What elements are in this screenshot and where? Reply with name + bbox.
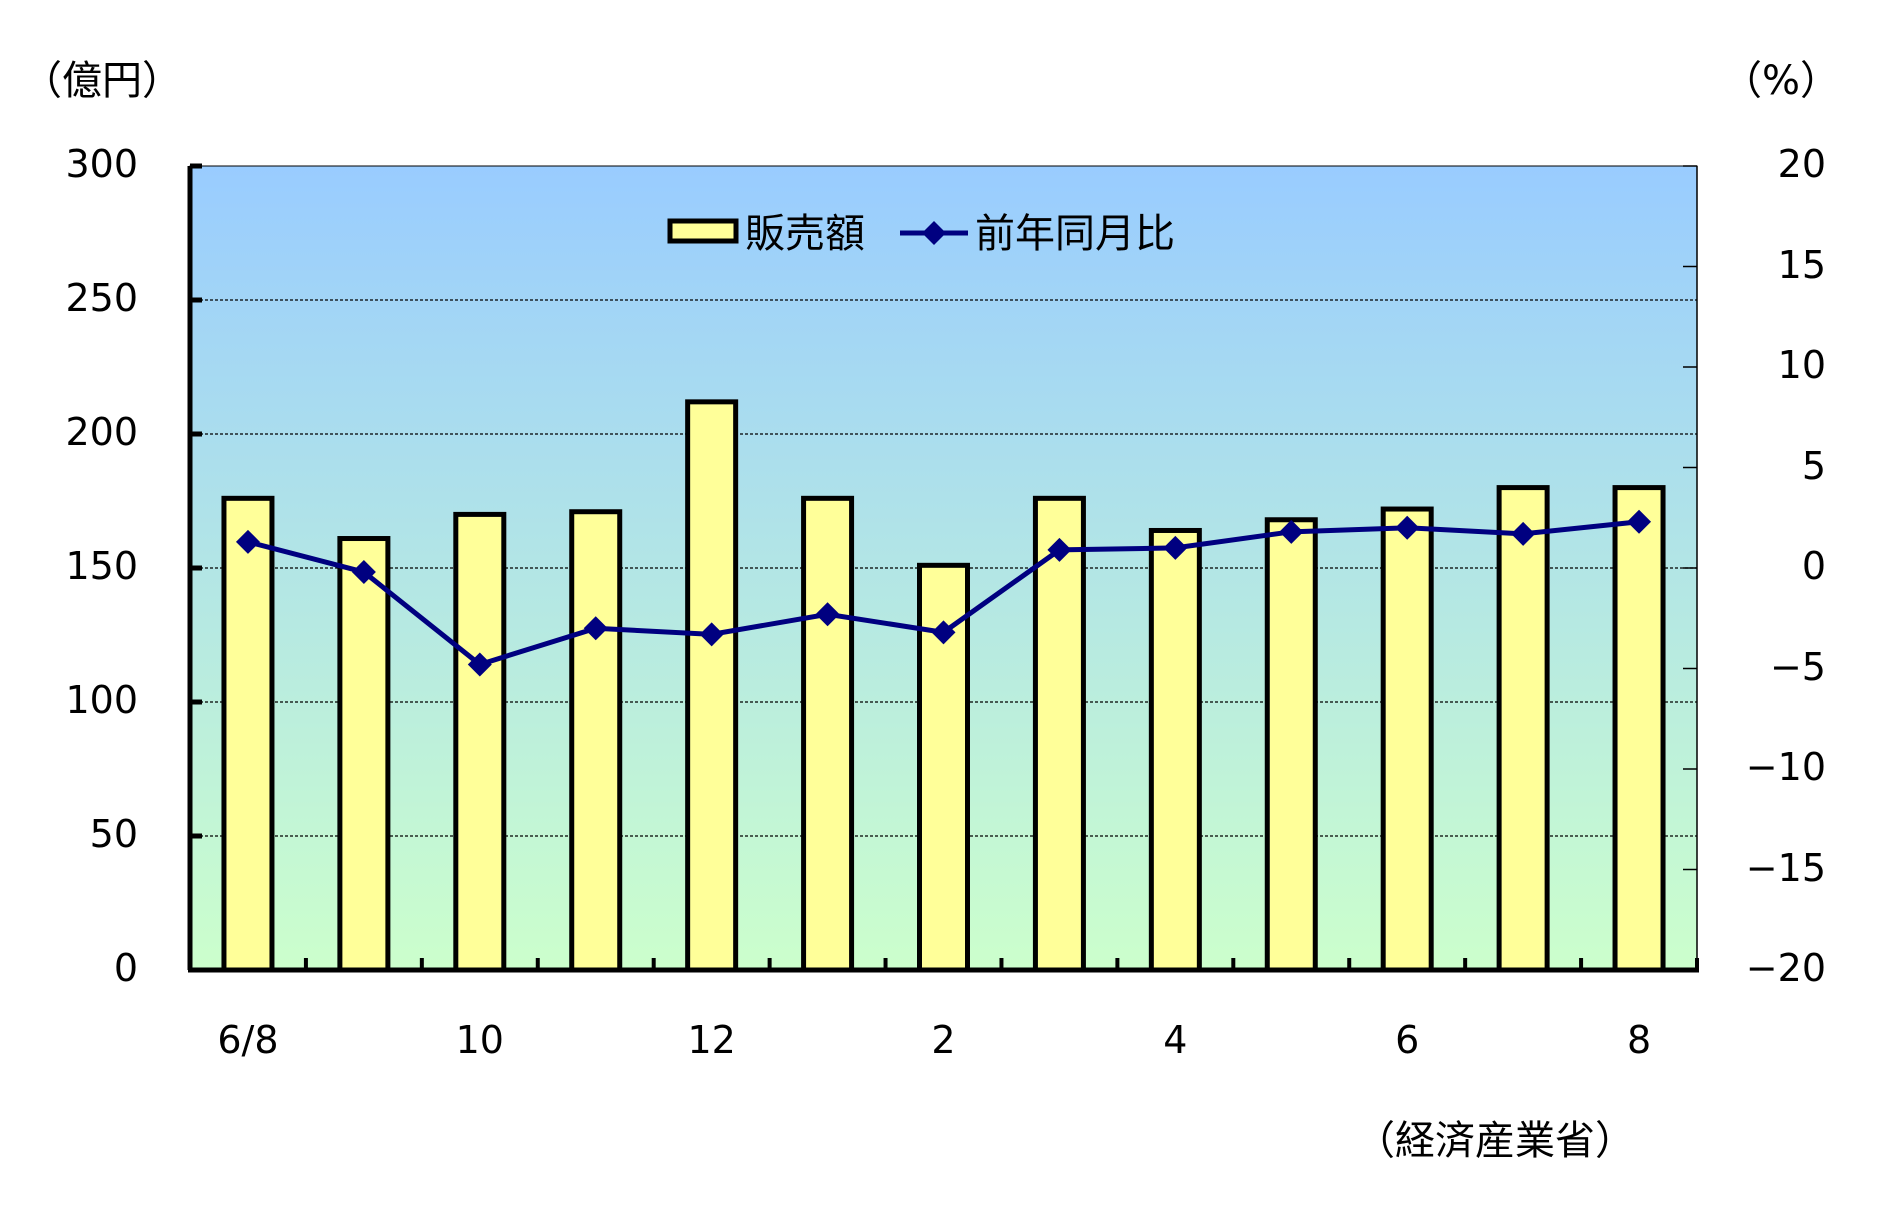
y-tick-label-right: −5 xyxy=(1769,644,1826,689)
y-tick-label-right: −15 xyxy=(1745,845,1826,890)
diamond-marker-icon xyxy=(1395,515,1420,540)
diamond-marker-icon xyxy=(583,616,608,641)
legend-label-yoy: 前年同月比 xyxy=(975,211,1175,257)
x-tick-label: 6/8 xyxy=(217,1018,279,1062)
y-tick-label-left: 150 xyxy=(65,544,138,588)
line-series xyxy=(235,509,1652,677)
x-tick-label: 6 xyxy=(1395,1018,1420,1062)
legend xyxy=(667,218,968,245)
y-tick-label-right: −10 xyxy=(1745,745,1826,789)
diamond-marker-icon xyxy=(1163,535,1188,560)
diamond-marker-icon xyxy=(1511,521,1536,546)
diamond-marker-icon xyxy=(467,652,492,677)
y-tick-label-right: −20 xyxy=(1745,946,1826,990)
diamond-marker-icon xyxy=(1047,537,1072,562)
y-tick-label-right: 15 xyxy=(1777,242,1826,287)
y-tick-label-right: 0 xyxy=(1801,544,1826,588)
source-note: （経済産業省） xyxy=(1355,1118,1635,1164)
bar xyxy=(1612,485,1666,973)
y-tick-label-left: 0 xyxy=(113,946,138,990)
left-axis-unit: （億円） xyxy=(22,58,182,104)
bar-series xyxy=(221,399,1666,973)
x-tick-label: 10 xyxy=(455,1018,504,1062)
x-tick-label: 4 xyxy=(1163,1018,1188,1062)
diamond-marker-icon xyxy=(931,620,956,645)
diamond-marker-icon xyxy=(351,560,376,585)
diamond-marker-icon xyxy=(1627,509,1652,534)
bar xyxy=(453,511,507,973)
x-tick-label: 2 xyxy=(931,1018,956,1062)
bar xyxy=(685,399,739,973)
diamond-marker-icon xyxy=(699,622,724,647)
y-tick-label-left: 200 xyxy=(65,410,138,454)
bar xyxy=(1496,485,1550,973)
bar xyxy=(1148,527,1202,973)
legend-bar-swatch-icon xyxy=(667,218,739,244)
x-tick-label: 8 xyxy=(1626,1018,1652,1062)
bar xyxy=(221,495,275,973)
axes xyxy=(187,163,1699,973)
bar xyxy=(917,562,970,973)
y-tick-label-right: 20 xyxy=(1777,142,1826,186)
bar xyxy=(337,536,391,973)
bar xyxy=(1032,495,1086,973)
right-axis-unit: （%） xyxy=(1722,58,1841,104)
bar xyxy=(1264,517,1318,973)
bar xyxy=(569,509,623,973)
y-tick-label-left: 100 xyxy=(65,678,138,722)
y-tick-label-right: 5 xyxy=(1801,443,1826,488)
diamond-marker-icon xyxy=(815,602,840,627)
diamond-marker-icon xyxy=(1279,519,1304,544)
y-tick-label-right: 10 xyxy=(1777,343,1826,387)
gridlines xyxy=(190,299,1697,837)
bar xyxy=(1380,506,1434,973)
legend-label-sales: 販売額 xyxy=(745,211,865,257)
diamond-marker-icon xyxy=(235,529,260,554)
legend-diamond-icon xyxy=(922,221,946,245)
y-tick-label-left: 250 xyxy=(65,276,138,320)
y-tick-label-left: 50 xyxy=(89,812,138,856)
bar xyxy=(801,495,855,973)
y-tick-label-left: 300 xyxy=(65,142,138,186)
x-tick-label: 12 xyxy=(687,1018,736,1062)
